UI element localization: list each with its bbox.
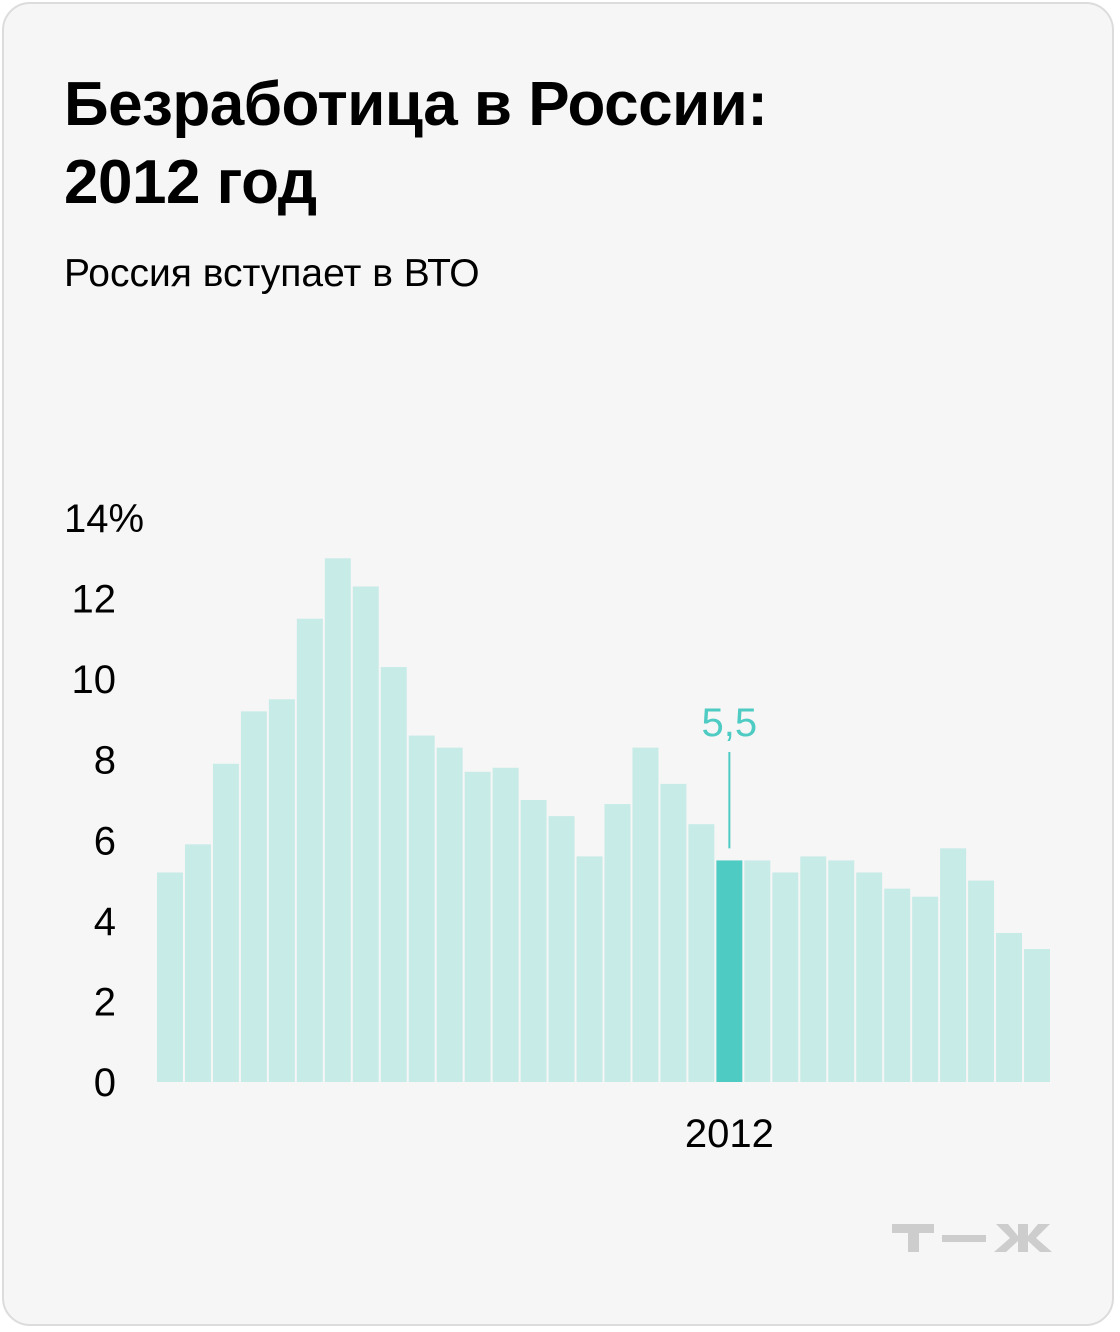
bar (492, 767, 519, 1082)
bar (1024, 949, 1050, 1082)
subtitle: Россия вступает в ВТО (64, 252, 480, 295)
brand-logo-mark (892, 1224, 1052, 1252)
y-tick-label: 10 (72, 658, 117, 702)
y-tick-label: 4 (94, 900, 116, 944)
y-tick-label: 6 (94, 819, 116, 863)
y-tick-label: 14% (64, 497, 144, 541)
bar (660, 783, 687, 1082)
bar (632, 747, 659, 1082)
title-line-2: 2012 год (64, 148, 317, 217)
bar (380, 667, 407, 1082)
bar (296, 618, 323, 1082)
title-line-1: Безработица в России: (64, 70, 768, 139)
bar (800, 856, 827, 1082)
bar (576, 856, 603, 1082)
bar (968, 880, 995, 1082)
bar (436, 747, 463, 1082)
bar (856, 872, 883, 1082)
x-tick-label: 2012 (685, 1112, 774, 1156)
bar (352, 586, 379, 1082)
bar (996, 932, 1023, 1082)
bar (520, 800, 547, 1082)
bar (548, 816, 575, 1082)
bar (688, 824, 715, 1082)
bar (157, 872, 183, 1082)
bar (828, 860, 855, 1082)
bar (212, 763, 239, 1082)
bar (744, 860, 771, 1082)
bar (772, 872, 799, 1082)
bar (884, 888, 911, 1082)
y-tick-label: 0 (94, 1061, 116, 1105)
bar (240, 711, 267, 1082)
bar (940, 848, 967, 1082)
bar-highlight (716, 860, 743, 1082)
y-tick-label: 12 (72, 578, 117, 622)
bar (464, 771, 491, 1082)
bar (604, 804, 631, 1082)
y-tick-label: 8 (94, 739, 116, 783)
bar (184, 844, 211, 1082)
page-title: Безработица в России: 2012 год (64, 66, 1064, 222)
bar (912, 896, 939, 1082)
brand-logo (892, 1218, 1060, 1263)
bar (408, 735, 435, 1082)
bar (268, 699, 295, 1082)
y-tick-label: 2 (94, 980, 116, 1024)
highlight-value-label: 5,5 (702, 701, 758, 745)
bar (324, 558, 351, 1082)
